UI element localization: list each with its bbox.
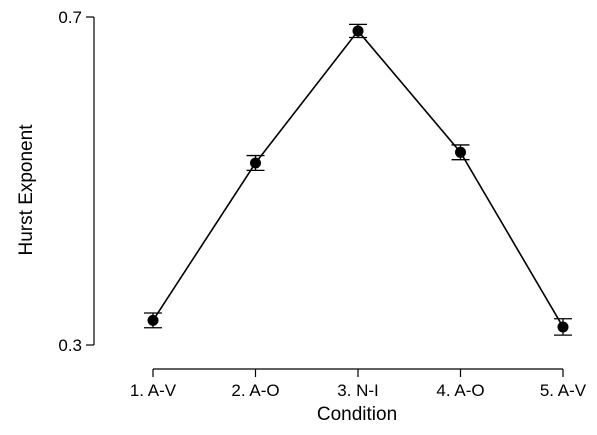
data-point [352, 25, 364, 37]
x-tick-label: 2. A-O [231, 381, 279, 400]
x-tick-label: 1. A-V [130, 381, 177, 400]
axes-layer [86, 16, 564, 377]
series-line [152, 29, 564, 328]
data-layer [144, 23, 572, 336]
data-point [147, 314, 159, 326]
x-axis-title: Condition [317, 404, 397, 425]
y-tick-label: 0.3 [58, 336, 82, 355]
data-point [250, 157, 261, 169]
data-point [455, 146, 466, 158]
text-layer: Condition Hurst Exponent 0.3 0.7 1. A-V 2. … [16, 8, 587, 425]
x-tick-label: 5. A-V [540, 381, 587, 400]
data-point [557, 321, 569, 333]
y-axis-title: Hurst Exponent [16, 124, 37, 256]
x-tick-label: 4. A-O [436, 381, 484, 400]
x-tick-label: 3. N-I [337, 381, 379, 400]
y-tick-label: 0.7 [58, 8, 82, 27]
